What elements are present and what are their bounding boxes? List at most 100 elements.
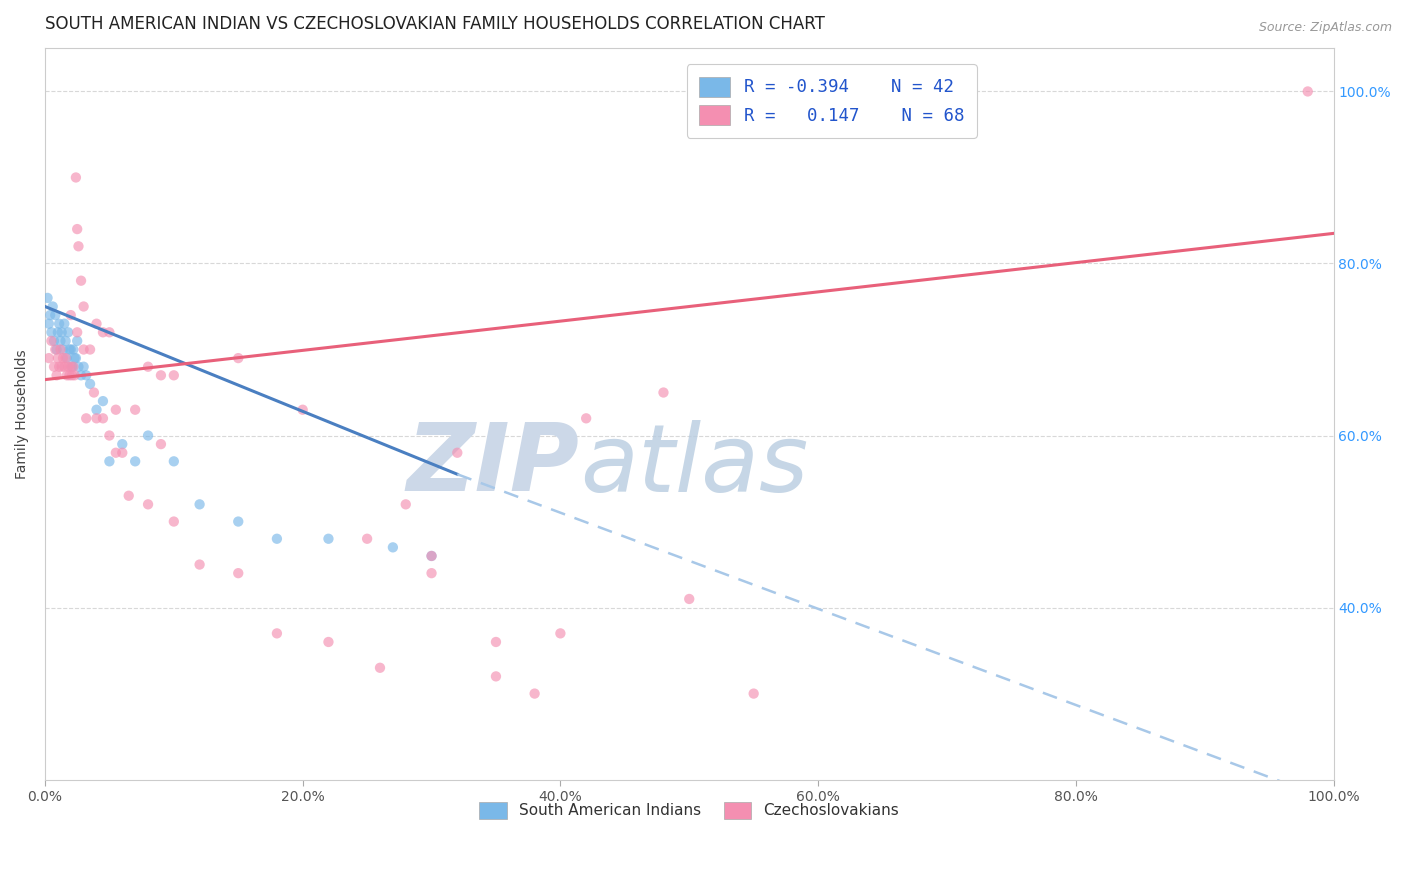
Point [136, 359, 159, 374]
Point [136, 497, 159, 511]
Text: Source: ZipAtlas.com: Source: ZipAtlas.com [1258, 21, 1392, 34]
Point [65, 170, 87, 185]
Point [266, 532, 288, 546]
Point [48, 359, 70, 374]
Point [318, 635, 340, 649]
Point [98, 326, 121, 340]
Point [56, 326, 79, 340]
Point [226, 351, 249, 365]
Point [41, 334, 63, 348]
Point [136, 428, 159, 442]
Point [163, 368, 186, 383]
Point [111, 446, 134, 460]
Point [59, 343, 82, 357]
Point [446, 446, 468, 460]
Point [59, 359, 82, 374]
Point [38, 351, 60, 365]
Point [49, 343, 72, 357]
Point [72, 359, 94, 374]
Point [37, 291, 59, 305]
Point [60, 368, 83, 383]
Point [291, 402, 314, 417]
Point [91, 326, 114, 340]
Point [91, 411, 114, 425]
Point [381, 541, 404, 555]
Point [51, 359, 73, 374]
Point [67, 239, 90, 253]
Point [44, 343, 66, 357]
Point [91, 394, 114, 409]
Point [72, 300, 94, 314]
Point [1296, 85, 1319, 99]
Point [42, 334, 65, 348]
Point [52, 351, 75, 365]
Point [44, 308, 66, 322]
Point [46, 326, 69, 340]
Point [58, 343, 80, 357]
Point [523, 687, 546, 701]
Point [66, 222, 89, 236]
Point [52, 343, 75, 357]
Point [38, 317, 60, 331]
Point [75, 368, 97, 383]
Y-axis label: Family Households: Family Households [15, 349, 30, 479]
Point [56, 351, 79, 365]
Point [104, 446, 127, 460]
Point [58, 368, 80, 383]
Point [66, 326, 89, 340]
Point [59, 308, 82, 322]
Point [86, 402, 108, 417]
Point [395, 497, 418, 511]
Point [62, 359, 84, 374]
Point [149, 368, 172, 383]
Point [56, 368, 79, 383]
Point [51, 326, 73, 340]
Point [111, 437, 134, 451]
Point [420, 549, 443, 563]
Legend: South American Indians, Czechoslovakians: South American Indians, Czechoslovakians [471, 794, 907, 827]
Point [41, 300, 63, 314]
Point [86, 411, 108, 425]
Point [67, 359, 90, 374]
Point [83, 385, 105, 400]
Point [149, 437, 172, 451]
Point [318, 532, 340, 546]
Point [163, 515, 186, 529]
Point [53, 359, 76, 374]
Point [70, 274, 93, 288]
Point [79, 376, 101, 391]
Point [104, 402, 127, 417]
Point [188, 558, 211, 572]
Point [266, 626, 288, 640]
Point [48, 317, 70, 331]
Text: ZIP: ZIP [406, 419, 579, 511]
Point [70, 368, 93, 383]
Point [98, 454, 121, 468]
Point [98, 428, 121, 442]
Point [678, 591, 700, 606]
Point [124, 454, 146, 468]
Point [124, 402, 146, 417]
Point [188, 497, 211, 511]
Point [55, 351, 77, 365]
Point [163, 454, 186, 468]
Point [356, 532, 378, 546]
Point [39, 308, 62, 322]
Point [79, 343, 101, 357]
Point [420, 566, 443, 581]
Point [46, 351, 69, 365]
Point [63, 368, 86, 383]
Point [485, 635, 508, 649]
Point [742, 687, 765, 701]
Point [72, 343, 94, 357]
Point [368, 661, 391, 675]
Point [485, 669, 508, 683]
Point [420, 549, 443, 563]
Point [652, 385, 675, 400]
Point [42, 359, 65, 374]
Point [66, 334, 89, 348]
Text: atlas: atlas [579, 420, 808, 511]
Point [53, 317, 76, 331]
Point [55, 334, 77, 348]
Point [45, 343, 67, 357]
